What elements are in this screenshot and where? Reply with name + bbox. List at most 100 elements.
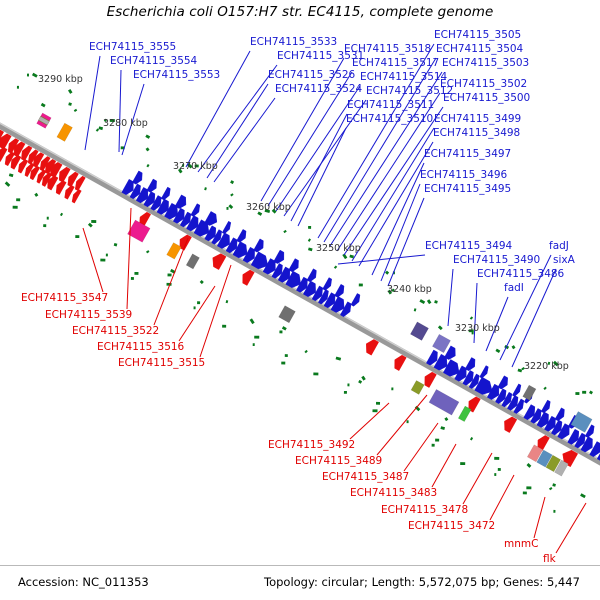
- gene-label-forward[interactable]: ECH74115_3500: [443, 92, 531, 104]
- rna-feature-dash[interactable]: [347, 383, 350, 387]
- gene-label-reverse[interactable]: ECH74115_3522: [72, 325, 160, 337]
- rna-feature-dash[interactable]: [444, 417, 449, 422]
- reverse-gene-arrow[interactable]: [16, 158, 29, 174]
- rna-feature-dash[interactable]: [460, 462, 466, 466]
- gene-label-forward[interactable]: ECH74115_3554: [110, 55, 198, 67]
- forward-gene-arrow[interactable]: [172, 207, 187, 225]
- reverse-gene-arrow[interactable]: [40, 171, 53, 187]
- rna-feature-dash[interactable]: [469, 437, 474, 441]
- reverse-gene-arrow[interactable]: [53, 179, 67, 195]
- rna-feature-dash[interactable]: [230, 180, 235, 185]
- gene-label-forward[interactable]: ECH74115_3517: [352, 57, 440, 69]
- rna-feature-dash[interactable]: [40, 102, 46, 108]
- rna-feature-dash[interactable]: [575, 392, 580, 395]
- forward-gene-arrow[interactable]: [323, 292, 338, 310]
- rna-feature-dash[interactable]: [372, 409, 378, 413]
- rna-feature-dash[interactable]: [12, 205, 18, 209]
- reverse-gene-arrow[interactable]: [534, 433, 550, 452]
- misc-feature-box[interactable]: [432, 333, 451, 354]
- reverse-gene-arrow[interactable]: [73, 175, 86, 192]
- rna-feature-dash[interactable]: [313, 372, 319, 376]
- rna-feature-dash[interactable]: [419, 299, 426, 305]
- gene-label-forward[interactable]: ECH74115_3510: [346, 113, 434, 125]
- rna-feature-dash[interactable]: [87, 222, 93, 228]
- reverse-gene-arrow[interactable]: [465, 395, 481, 413]
- forward-gene-arrow[interactable]: [462, 370, 476, 387]
- forward-gene-arrow[interactable]: [580, 436, 596, 454]
- rna-feature-dash[interactable]: [145, 134, 151, 139]
- forward-gene-arrow[interactable]: [225, 237, 240, 255]
- gene-label-forward[interactable]: ECH74115_3502: [440, 78, 528, 90]
- misc-feature-box[interactable]: [522, 384, 537, 401]
- misc-feature-box[interactable]: [127, 219, 151, 243]
- misc-feature-box[interactable]: [410, 321, 429, 341]
- forward-gene-arrow[interactable]: [129, 183, 143, 201]
- rna-feature-dash[interactable]: [279, 330, 283, 334]
- rna-feature-dash[interactable]: [31, 72, 38, 78]
- reverse-gene-arrow[interactable]: [559, 447, 579, 468]
- rna-feature-dash[interactable]: [254, 335, 260, 339]
- rna-feature-dash[interactable]: [204, 187, 207, 191]
- gene-label-forward[interactable]: ECH74115_3503: [442, 57, 530, 69]
- misc-feature-box[interactable]: [38, 116, 50, 126]
- rna-feature-dash[interactable]: [469, 316, 474, 320]
- misc-feature-box[interactable]: [545, 454, 561, 473]
- forward-gene-arrow[interactable]: [216, 232, 233, 251]
- forward-gene-arrow[interactable]: [574, 432, 588, 450]
- forward-gene-arrow[interactable]: [497, 375, 511, 391]
- rna-feature-dash[interactable]: [413, 308, 417, 312]
- rna-feature-dash[interactable]: [526, 463, 532, 468]
- rna-feature-dash[interactable]: [281, 361, 286, 365]
- forward-gene-arrow[interactable]: [174, 194, 189, 211]
- gene-label-reverse[interactable]: ECH74115_3487: [322, 471, 410, 483]
- reverse-gene-arrow[interactable]: [8, 154, 22, 170]
- forward-gene-arrow[interactable]: [250, 251, 271, 272]
- rna-feature-dash[interactable]: [283, 229, 287, 234]
- gene-label-forward[interactable]: ECH74115_3514: [360, 71, 448, 83]
- gene-label-reverse[interactable]: flk: [543, 553, 556, 565]
- forward-gene-arrow[interactable]: [204, 211, 220, 227]
- reverse-gene-arrow[interactable]: [38, 155, 51, 172]
- forward-gene-arrow[interactable]: [179, 211, 193, 229]
- gene-label-forward[interactable]: ECH74115_3512: [366, 85, 454, 97]
- rna-feature-dash[interactable]: [526, 486, 532, 490]
- rna-feature-dash[interactable]: [197, 301, 201, 305]
- reverse-gene-arrow[interactable]: [363, 337, 379, 356]
- rna-feature-dash[interactable]: [199, 279, 204, 285]
- rna-feature-dash[interactable]: [67, 88, 73, 94]
- rna-feature-dash[interactable]: [521, 367, 525, 371]
- rna-feature-dash[interactable]: [511, 345, 516, 350]
- rna-feature-dash[interactable]: [134, 271, 139, 275]
- rna-feature-dash[interactable]: [343, 390, 347, 394]
- forward-gene-arrow[interactable]: [464, 357, 478, 372]
- gene-label-reverse[interactable]: ECH74115_3483: [350, 487, 438, 499]
- forward-gene-arrow[interactable]: [589, 441, 600, 459]
- forward-gene-arrow[interactable]: [551, 419, 564, 437]
- gene-label-reverse[interactable]: ECH74115_3478: [381, 504, 469, 516]
- rna-feature-dash[interactable]: [146, 250, 150, 254]
- forward-gene-arrow[interactable]: [474, 376, 496, 398]
- rna-feature-dash[interactable]: [335, 356, 342, 361]
- gene-label-forward[interactable]: ECH74115_3499: [434, 113, 522, 125]
- rna-feature-dash[interactable]: [552, 360, 559, 367]
- rna-feature-dash[interactable]: [16, 198, 21, 202]
- forward-gene-arrow[interactable]: [318, 289, 331, 305]
- gene-label-reverse[interactable]: ECH74115_3472: [408, 520, 496, 532]
- forward-gene-arrow[interactable]: [495, 388, 508, 406]
- rna-feature-dash[interactable]: [249, 318, 255, 325]
- forward-gene-arrow[interactable]: [132, 170, 145, 186]
- rna-feature-dash[interactable]: [225, 300, 229, 304]
- rna-feature-dash[interactable]: [271, 208, 277, 214]
- reverse-gene-arrow[interactable]: [209, 251, 227, 270]
- reverse-gene-arrow[interactable]: [28, 165, 41, 181]
- misc-feature-box[interactable]: [278, 305, 296, 324]
- forward-gene-arrow[interactable]: [444, 345, 458, 362]
- rna-feature-dash[interactable]: [543, 386, 547, 390]
- rna-feature-dash[interactable]: [440, 426, 446, 430]
- misc-feature-box[interactable]: [185, 253, 200, 270]
- rna-feature-dash[interactable]: [580, 493, 586, 499]
- forward-gene-arrow[interactable]: [288, 258, 302, 274]
- rna-feature-dash[interactable]: [252, 343, 255, 347]
- forward-gene-arrow[interactable]: [204, 225, 219, 243]
- rna-feature-dash[interactable]: [391, 387, 394, 391]
